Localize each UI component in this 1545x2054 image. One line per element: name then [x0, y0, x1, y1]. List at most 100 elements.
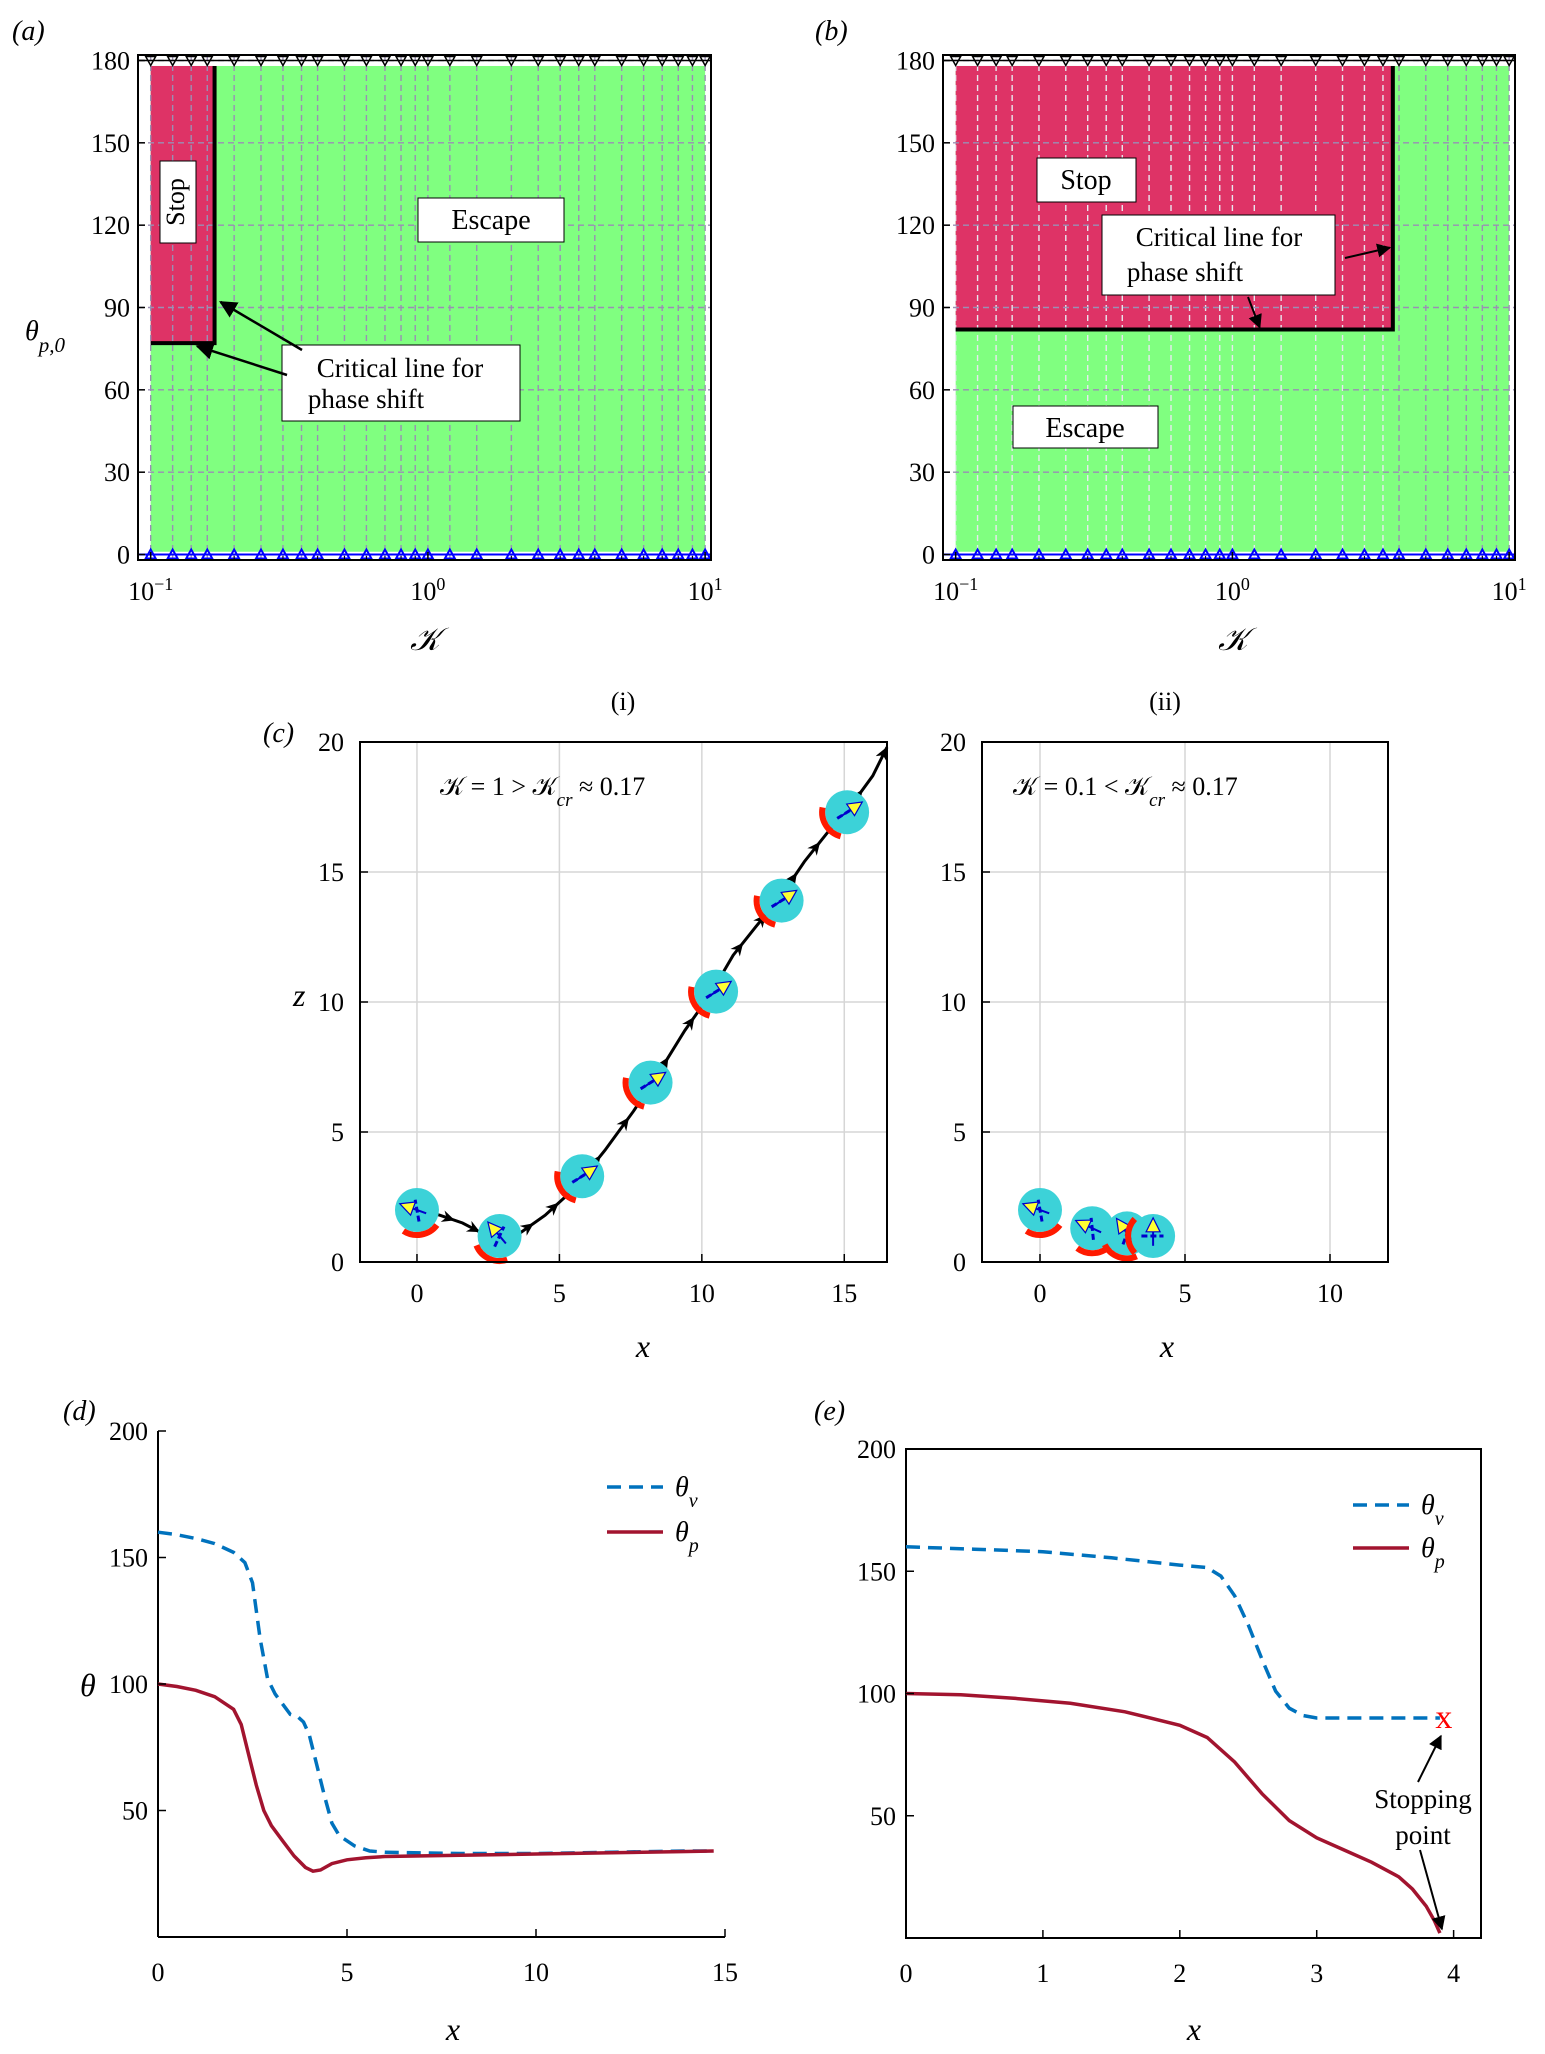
- panel-a-ticks: 0 30 60 90 120 150 180 10−1 100 101: [91, 46, 723, 606]
- ci-particle-cap: [622, 1077, 646, 1110]
- panel-c-ii-ticks: 0 5 10 0 5 10 15 20: [940, 728, 1343, 1308]
- b-ytick-label: 90: [909, 294, 935, 323]
- panel-a-critical-arrow-2: [195, 342, 288, 377]
- panel-e-legend: θv θp: [1353, 1490, 1445, 1573]
- a-ytick-label: 0: [117, 541, 130, 570]
- cii-ytick-label: 5: [953, 1118, 966, 1147]
- ci-particle-v-shaft: [772, 897, 786, 907]
- b-ytick-label: 0: [922, 541, 935, 570]
- e-xtick-label: 4: [1447, 1959, 1460, 1988]
- b-ytick-label: 30: [909, 458, 935, 487]
- d-ytick-label: 200: [109, 1417, 148, 1446]
- a-ytick-label: 90: [104, 294, 130, 323]
- ci-trajectory-arrowhead: [465, 1220, 481, 1233]
- b-xtick-label: 101: [1492, 574, 1527, 606]
- a-xtick-label: 10−1: [128, 574, 173, 606]
- panel-a: 0 30 60 90 120 150 180 10−1 100 101 (a) 𝒦 θp,0 St…: [12, 16, 723, 657]
- ci-ytick-label: 10: [318, 988, 344, 1017]
- b-ytick-label: 60: [909, 376, 935, 405]
- d-xtick-label: 10: [523, 1958, 549, 1987]
- b-ytick-label: 180: [896, 46, 935, 75]
- cii-ytick-label: 15: [940, 858, 966, 887]
- panel-e-legend-theta-v: θv: [1421, 1490, 1444, 1530]
- cii-xtick-label: 5: [1179, 1279, 1192, 1308]
- panel-e-annotation-2: point: [1395, 1820, 1451, 1850]
- panel-e-label: (e): [814, 1396, 845, 1427]
- panel-b-critical-arrow-1: [1344, 243, 1392, 259]
- panel-c-ii-annotation: 𝒦 = 0.1 < 𝒦cr ≈ 0.17: [1013, 772, 1238, 811]
- ci-xtick-label: 15: [831, 1279, 857, 1308]
- d-xtick-label: 0: [152, 1958, 165, 1987]
- ci-trajectory-arrowhead: [682, 1016, 695, 1031]
- a-xtick-label: 101: [688, 574, 723, 606]
- d-ytick-label: 100: [109, 1670, 148, 1699]
- b-xtick-label: 10−1: [933, 574, 978, 606]
- panel-b-xlabel: 𝒦: [1218, 621, 1258, 657]
- panel-a-label: (a): [12, 16, 45, 47]
- panel-e-legend-theta-p: θp: [1421, 1533, 1445, 1573]
- ci-particle-v-shaft: [707, 988, 721, 998]
- b-xtick-label: 100: [1215, 574, 1250, 606]
- ci-trajectory-arrowhead: [807, 841, 821, 856]
- panel-a-critical-label-box: Critical line for phase shift: [281, 344, 521, 422]
- cii-particle-cap: [1125, 1216, 1138, 1256]
- panel-e-theta-v-line: [905, 1545, 1440, 1720]
- ci-particle-cap: [819, 806, 842, 840]
- d-xtick-label: 15: [712, 1958, 738, 1987]
- ci-particle-v-shaft: [641, 1079, 655, 1089]
- panel-b-escape-label-box: Escape: [1012, 405, 1159, 449]
- d-ytick-label: 150: [109, 1544, 148, 1573]
- panel-c-i-trajectory: [416, 746, 889, 1241]
- ci-ytick-label: 15: [318, 858, 344, 887]
- e-xtick-label: 2: [1173, 1959, 1186, 1988]
- ci-trajectory-arrowhead: [730, 942, 744, 957]
- ci-trajectory-end-arrowhead: [875, 747, 887, 762]
- ci-trajectory-arrowhead: [519, 1223, 534, 1236]
- panel-c-ii-particles: [1018, 1188, 1176, 1262]
- panel-d-legend: θv θp: [607, 1472, 699, 1557]
- panel-c-i-grid: [360, 741, 887, 1263]
- cii-ytick-label: 20: [940, 728, 966, 757]
- panel-c-i-ticks: 0 5 10 15 0 5 10 15 20: [318, 728, 857, 1308]
- panel-b-ticks: 0 30 60 90 120 150 180 10−1 100 101: [896, 46, 1527, 606]
- d-xtick-label: 5: [341, 1958, 354, 1987]
- cii-particle-v-shaft: [1035, 1207, 1050, 1215]
- panel-a-ylabel: θp,0: [25, 316, 66, 357]
- e-xtick-label: 3: [1310, 1959, 1323, 1988]
- ci-particle-v-head: [580, 1165, 599, 1181]
- panel-b: 0 30 60 90 120 150 180 10−1 100 101 (b) 𝒦 Stop Es…: [815, 16, 1527, 657]
- ci-ytick-label: 0: [331, 1248, 344, 1277]
- ci-particle-v-head: [487, 1221, 504, 1239]
- a-ytick-label: 60: [104, 376, 130, 405]
- panel-b-critical-label-2: phase shift: [1127, 257, 1244, 287]
- ci-trajectory-arrowhead: [616, 1117, 630, 1132]
- e-xtick-label: 1: [1036, 1959, 1049, 1988]
- a-ytick-label: 180: [91, 46, 130, 75]
- ci-particle-v-shaft: [573, 1173, 587, 1183]
- ci-ytick-label: 5: [331, 1118, 344, 1147]
- ci-xtick-label: 5: [553, 1279, 566, 1308]
- cii-particle-v-shaft: [1087, 1225, 1102, 1234]
- ci-particle-cap: [688, 986, 711, 1019]
- panel-b-markers: [943, 55, 1516, 560]
- cii-ytick-label: 0: [953, 1248, 966, 1277]
- panel-a-stop-label-box: Stop: [159, 160, 197, 244]
- panel-c-i-annotation: 𝒦 = 1 > 𝒦cr ≈ 0.17: [440, 772, 645, 811]
- ci-xtick-label: 10: [689, 1279, 715, 1308]
- ci-particle-v-shaft: [496, 1232, 507, 1245]
- panel-d-xlabel: x: [445, 2011, 460, 2047]
- panel-b-critical-label-1: Critical line for: [1136, 222, 1302, 252]
- panel-b-critical-line: [955, 65, 1395, 332]
- b-ytick-label: 150: [896, 129, 935, 158]
- panel-a-stop-label: Stop: [161, 178, 190, 226]
- panel-c-ii: 0 5 10 0 5 10 15 20 (ii) x 𝒦 = 0.1 < 𝒦cr ≈ 0.17: [940, 687, 1389, 1364]
- panel-a-critical-label-1: Critical line for: [317, 353, 483, 383]
- ci-particle-v-shaft: [838, 809, 852, 819]
- panel-e-annotation-1: Stopping: [1374, 1784, 1472, 1814]
- panel-d-legend-theta-v: θv: [675, 1472, 698, 1512]
- panel-a-escape-label: Escape: [451, 205, 530, 236]
- panel-c-label: (c): [263, 718, 294, 749]
- panel-b-label: (b): [815, 16, 848, 47]
